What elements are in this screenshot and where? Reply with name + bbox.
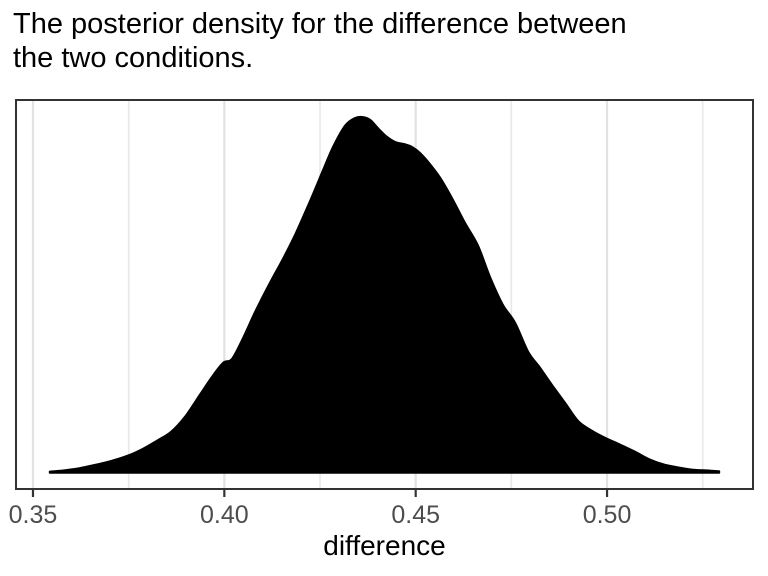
x-tick-label: 0.35 (8, 501, 58, 529)
x-tick-label: 0.40 (199, 501, 249, 529)
x-axis-title: difference (323, 530, 446, 561)
panel-border (15, 99, 754, 490)
plot-title-line-1: The posterior density for the difference… (13, 8, 627, 40)
x-tick-label: 0.45 (391, 501, 441, 529)
plot-title: The posterior density for the difference… (13, 7, 763, 75)
density-area (48, 115, 721, 474)
x-axis-tick-marks (31, 490, 609, 497)
plot-title-line-2: the two conditions. (13, 42, 254, 74)
x-tick-label: 0.50 (582, 501, 632, 529)
density-plot (15, 99, 754, 497)
